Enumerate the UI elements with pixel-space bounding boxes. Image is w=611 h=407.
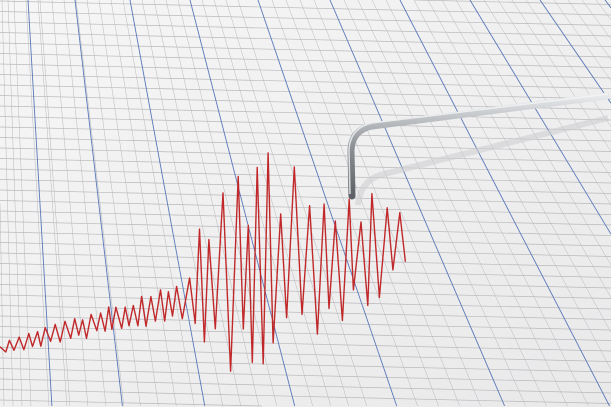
- grid-line-vertical-minor: [1, 0, 14, 407]
- grid-line-vertical-minor: [371, 0, 568, 407]
- grid-line-vertical-minor: [122, 0, 195, 407]
- grid-line-horizontal: [0, 221, 611, 236]
- grid-line-horizontal: [0, 179, 611, 194]
- grid-line-horizontal: [0, 126, 611, 142]
- grid-line-horizontal: [0, 294, 611, 310]
- grid-line-horizontal: [0, 273, 611, 289]
- grid-line-vertical-minor: [285, 0, 439, 407]
- grid-line-horizontal: [0, 147, 611, 163]
- grid-line-vertical-minor: [497, 0, 611, 178]
- grid-line-vertical-minor: [237, 0, 367, 407]
- grid-line-vertical-minor: [177, 0, 278, 407]
- grid-line-horizontal: [0, 84, 611, 100]
- grid-line-vertical-minor: [581, 0, 611, 40]
- grid-line-vertical-minor: [413, 0, 611, 370]
- grid-line-vertical: [469, 0, 611, 235]
- grid-line-vertical-minor: [595, 0, 611, 20]
- grid-line-vertical-minor: [385, 0, 589, 407]
- grid-line-vertical-minor: [299, 0, 460, 407]
- grid-line-vertical-minor: [427, 0, 611, 333]
- grid-line-vertical: [129, 0, 206, 407]
- grid-line-horizontal: [0, 305, 611, 320]
- grid-line-vertical-minor: [110, 0, 177, 407]
- grid-line-vertical-minor: [441, 0, 611, 298]
- grid-line-horizontal: [0, 284, 611, 299]
- grid-line-horizontal: [0, 158, 611, 173]
- grid-line-vertical: [329, 0, 506, 407]
- grid-line-vertical-minor: [13, 0, 32, 407]
- grid-line-vertical-minor: [141, 0, 224, 407]
- grid-line-vertical: [604, 0, 611, 9]
- grid-line-horizontal: [0, 336, 611, 352]
- grid-line-horizontal: [0, 347, 611, 362]
- grid-line-horizontal: [0, 11, 611, 26]
- grid-line-horizontal: [0, 32, 611, 47]
- grid-line-horizontal: [0, 42, 611, 58]
- grid-line-horizontal: [0, 326, 611, 341]
- grid-line-vertical-minor: [567, 0, 611, 60]
- grid-line-horizontal: [0, 378, 611, 394]
- grid-line-horizontal: [0, 105, 611, 121]
- grid-line-vertical-minor: [313, 0, 481, 407]
- grid-line-vertical-minor: [225, 0, 349, 407]
- grid-line-vertical: [27, 0, 53, 407]
- grid-line-vertical-minor: [343, 0, 526, 407]
- major-grid: [27, 0, 611, 407]
- grid-line-vertical-minor: [153, 0, 242, 407]
- grid-line-vertical-minor: [201, 0, 313, 407]
- grid-line-horizontal: [0, 116, 611, 131]
- seismic-trace: [0, 152, 407, 372]
- grid-line-vertical-minor: [511, 0, 611, 152]
- grid-line-horizontal: [0, 399, 262, 407]
- grid-line-vertical-minor: [37, 0, 68, 407]
- grid-line-vertical-minor: [25, 0, 50, 407]
- grid-line-horizontal: [0, 21, 611, 37]
- grid-line-vertical-minor: [455, 0, 611, 266]
- grid-line-vertical-minor: [357, 0, 547, 407]
- grid-line-horizontal: [0, 368, 611, 383]
- grid-line-horizontal: [0, 231, 611, 247]
- grid-line-horizontal: [0, 210, 611, 226]
- grid-line-vertical-minor: [39, 0, 71, 407]
- grid-line-horizontal: [0, 74, 611, 89]
- grid-line-vertical: [539, 0, 611, 104]
- grid-line-vertical: [257, 0, 398, 407]
- grid-line-horizontal: [0, 0, 611, 16]
- grid-line-horizontal: [0, 63, 611, 79]
- grid-line-vertical-minor: [98, 0, 159, 407]
- grid-line-horizontal: [0, 137, 611, 152]
- grid-line-vertical-minor: [525, 0, 611, 127]
- grid-line-vertical: [74, 0, 123, 407]
- grid-line-vertical-minor: [51, 0, 89, 407]
- stylus-shadow: [355, 115, 609, 206]
- grid-line-vertical: [189, 0, 296, 407]
- stylus-highlight: [348, 93, 609, 195]
- grid-line-horizontal: [0, 168, 611, 184]
- grid-line-vertical: [399, 0, 610, 407]
- grid-line-vertical-minor: [86, 0, 141, 407]
- grid-line-vertical-minor: [271, 0, 418, 407]
- grid-line-horizontal: [0, 189, 611, 205]
- grid-line-vertical-minor: [165, 0, 260, 407]
- grid-line-horizontal: [414, 0, 611, 5]
- grid-line-vertical-minor: [75, 0, 125, 407]
- grid-line-horizontal: [0, 242, 611, 257]
- grid-line-vertical-minor: [63, 0, 107, 407]
- grid-line-vertical-minor: [213, 0, 331, 407]
- grid-line-horizontal: [0, 389, 611, 404]
- stylus-arm: [347, 92, 611, 200]
- grid-line-vertical-minor: [553, 0, 611, 81]
- grid-line-vertical-minor: [0, 203, 5, 407]
